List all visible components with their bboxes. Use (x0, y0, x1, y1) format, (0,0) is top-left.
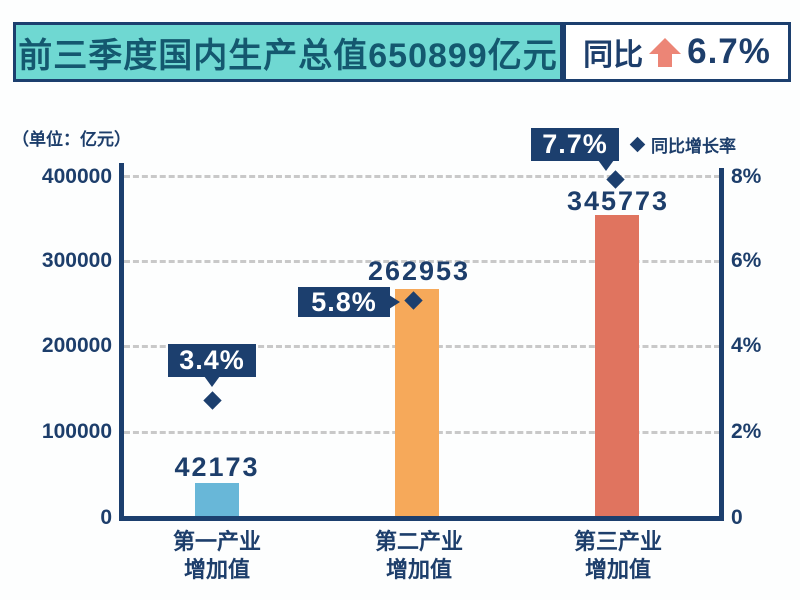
page-title: 前三季度国内生产总值650899亿元 (18, 36, 558, 75)
y-right-tick-1: 6% (731, 249, 762, 272)
diamond-icon (629, 136, 646, 153)
up-arrow-icon (649, 37, 682, 67)
x-axis-line (119, 516, 724, 521)
yoy-label: 同比 (583, 39, 644, 72)
unit-label: （单位：亿元） (12, 130, 131, 149)
x-label-primary-line2: 增加值 (183, 557, 250, 582)
x-label-primary-line1: 第一产业 (172, 529, 261, 554)
right-axis-line (719, 168, 724, 521)
left-axis-line (119, 163, 124, 521)
growth-callout-secondary: 5.8% (298, 287, 390, 317)
header-title-box: 前三季度国内生产总值650899亿元 (13, 22, 563, 82)
y-right-tick-2: 4% (731, 334, 762, 357)
y-left-tick-3: 100000 (41, 420, 112, 443)
bar-tertiary-industry (595, 215, 639, 516)
bar-secondary-industry (395, 289, 439, 516)
y-left-tick-2: 200000 (41, 334, 112, 357)
gridline-300000 (124, 260, 720, 263)
x-label-tertiary-line1: 第三产业 (573, 529, 662, 554)
gridline-400000 (124, 175, 720, 178)
header-yoy-box: 同比 6.7% (563, 22, 791, 82)
y-right-tick-4: 0 (731, 506, 743, 529)
x-label-secondary-line1: 第二产业 (374, 529, 463, 554)
legend: 同比增长率 (629, 132, 736, 157)
y-right-tick-3: 2% (731, 420, 762, 443)
y-right-tick-0: 8% (731, 165, 762, 188)
x-label-secondary-line2: 增加值 (385, 557, 452, 582)
diamond-marker-primary (203, 391, 222, 410)
callout-tail-primary (204, 376, 220, 387)
growth-callout-tertiary: 7.7% (531, 128, 619, 161)
legend-label: 同比增长率 (651, 137, 736, 156)
y-left-tick-4: 0 (100, 506, 112, 529)
yoy-value: 6.7% (687, 32, 771, 71)
callout-tail-tertiary (598, 160, 614, 171)
value-label-tertiary: 345773 (566, 186, 670, 216)
callout-tail-secondary (389, 295, 400, 309)
x-label-tertiary: 第三产业 增加值 (528, 528, 708, 584)
x-label-secondary: 第二产业 增加值 (329, 528, 509, 584)
value-label-secondary: 262953 (367, 256, 471, 286)
y-left-tick-1: 300000 (41, 249, 112, 272)
growth-callout-primary: 3.4% (168, 344, 256, 377)
y-left-tick-0: 400000 (41, 165, 112, 188)
x-label-primary: 第一产业 增加值 (127, 528, 307, 584)
bar-primary-industry (195, 483, 239, 516)
value-label-primary: 42173 (174, 452, 260, 482)
x-label-tertiary-line2: 增加值 (584, 557, 651, 582)
